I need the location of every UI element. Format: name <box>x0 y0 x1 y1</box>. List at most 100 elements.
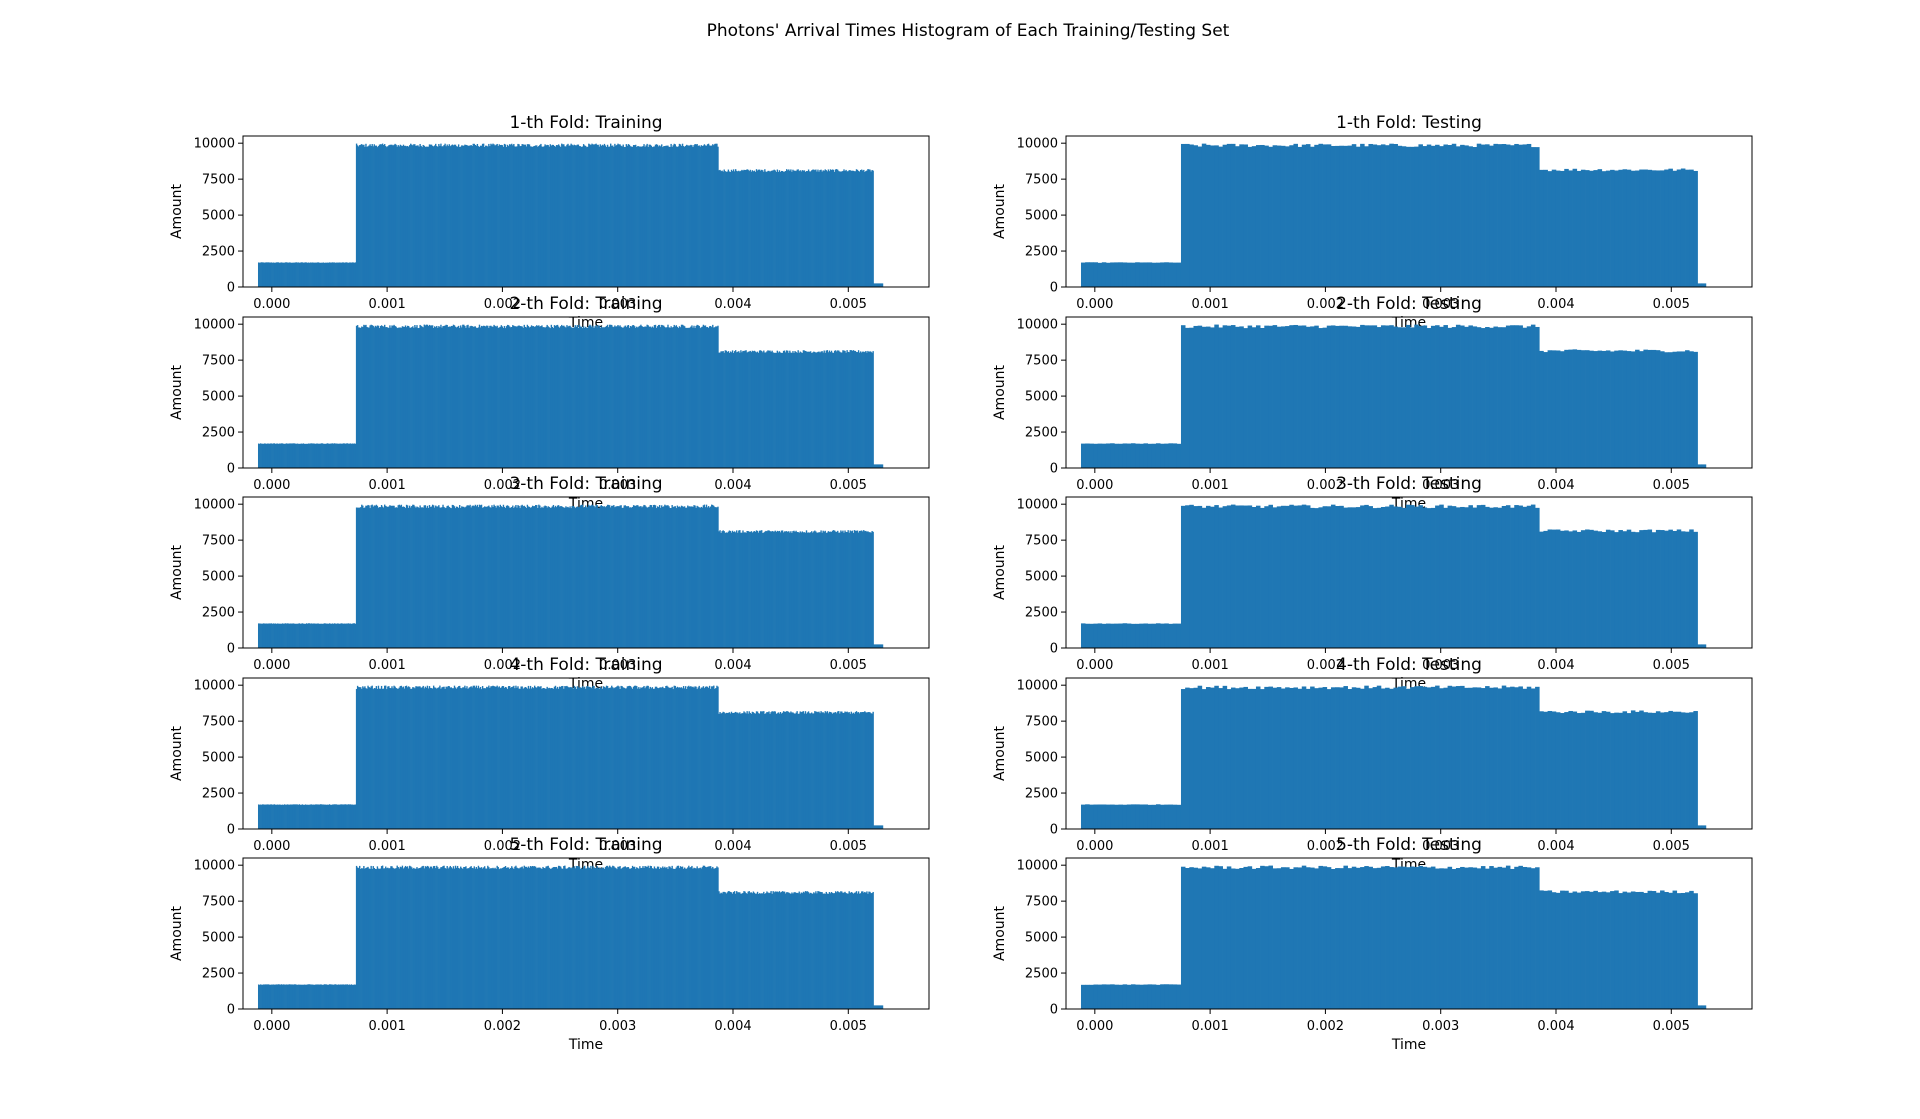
histogram-bar <box>359 865 361 1009</box>
histogram-bar <box>465 144 467 287</box>
histogram-bar <box>820 892 822 1009</box>
histogram-bar <box>704 507 707 648</box>
histogram-bar <box>622 327 624 468</box>
histogram-bar <box>1501 144 1507 287</box>
histogram-bar <box>775 891 777 1009</box>
histogram-bar <box>1497 507 1503 648</box>
histogram-bar <box>398 868 400 1009</box>
histogram-bar <box>704 325 707 468</box>
histogram-bar <box>270 623 272 648</box>
histogram-bar <box>638 506 640 648</box>
histogram-bar <box>776 169 779 287</box>
histogram-bar <box>364 146 366 287</box>
histogram-bar <box>349 804 352 829</box>
histogram-bar <box>744 712 746 829</box>
histogram-bar <box>618 686 620 829</box>
histogram-bar <box>460 325 462 468</box>
histogram-bar <box>439 685 441 829</box>
histogram-bar <box>1255 325 1261 468</box>
histogram-bar <box>811 712 813 829</box>
histogram-bar <box>521 866 523 1009</box>
histogram-bar <box>778 713 781 829</box>
histogram-bar <box>1118 262 1123 287</box>
histogram-bar <box>1389 688 1394 829</box>
histogram-bar <box>732 169 735 287</box>
histogram-bar <box>741 169 743 287</box>
histogram-bar <box>1568 349 1573 468</box>
histogram-bar <box>844 170 846 287</box>
histogram-bar <box>413 144 415 287</box>
histogram-bar <box>678 868 681 1009</box>
histogram-bar <box>470 507 472 648</box>
histogram-bar <box>761 893 763 1009</box>
histogram-bar <box>725 893 728 1009</box>
histogram-bar <box>586 507 588 648</box>
histogram-bar <box>812 532 814 648</box>
histogram-bar <box>820 530 822 648</box>
histogram-bar <box>579 687 582 829</box>
histogram-bar <box>279 443 282 468</box>
x-tick-label: 0.005 <box>830 478 867 493</box>
histogram-bar <box>459 147 461 287</box>
histogram-bar <box>853 713 856 829</box>
histogram-bar <box>532 146 535 287</box>
histogram-bar <box>870 171 872 287</box>
histogram-bar <box>870 893 872 1009</box>
histogram-bar <box>836 892 838 1009</box>
histogram-bar <box>500 506 503 648</box>
histogram-bar <box>564 507 566 648</box>
histogram-bar <box>1485 144 1490 287</box>
histogram-bar <box>613 688 615 829</box>
histogram-bar <box>461 688 463 829</box>
histogram-bar <box>642 506 644 648</box>
histogram-bar <box>668 327 670 468</box>
histogram-bar <box>546 507 548 648</box>
histogram-bar <box>590 505 592 648</box>
histogram-bar <box>391 866 393 1009</box>
histogram-bar <box>650 327 653 468</box>
histogram-bar <box>1455 324 1461 468</box>
histogram-bar <box>1430 866 1436 1009</box>
histogram-bar <box>569 687 571 829</box>
histogram-bar <box>1297 688 1303 829</box>
histogram-bar <box>265 623 267 648</box>
histogram-bar <box>503 506 506 648</box>
histogram-bar <box>1430 145 1436 287</box>
histogram-bar <box>693 687 695 829</box>
histogram-bar <box>389 868 391 1009</box>
histogram-bar <box>1297 146 1303 287</box>
histogram-bar <box>368 327 370 468</box>
histogram-bar <box>602 327 605 468</box>
histogram-bar <box>603 506 606 648</box>
histogram-bar <box>1385 145 1390 287</box>
histogram-bar <box>635 144 637 287</box>
histogram-bar <box>513 143 515 287</box>
histogram-bar <box>268 623 270 648</box>
histogram-bar <box>878 644 881 648</box>
histogram-bar <box>382 507 385 648</box>
histogram-bar <box>263 984 265 1009</box>
histogram-bar <box>1430 507 1436 648</box>
histogram-bar <box>1476 687 1482 829</box>
histogram-bar <box>1297 867 1303 1009</box>
histogram-bar <box>1422 325 1428 468</box>
histogram-bar <box>386 506 388 648</box>
histogram-bar <box>646 866 648 1009</box>
histogram-bar <box>511 326 513 468</box>
histogram-bar <box>474 326 477 468</box>
histogram-bar <box>498 327 500 468</box>
histogram-bar <box>260 262 262 287</box>
histogram-bar <box>401 145 404 287</box>
histogram-bar <box>346 984 348 1009</box>
histogram-bar <box>1360 867 1365 1009</box>
histogram-bar <box>602 506 605 648</box>
histogram-bar <box>765 352 767 468</box>
histogram-bar <box>1372 325 1378 468</box>
histogram-bar <box>787 711 789 829</box>
histogram-bar <box>574 686 576 829</box>
histogram-bar <box>1368 688 1373 829</box>
histogram-bar <box>501 145 504 287</box>
histogram-bar <box>529 326 532 468</box>
histogram-bar <box>757 352 760 468</box>
histogram-bar <box>1176 443 1182 468</box>
